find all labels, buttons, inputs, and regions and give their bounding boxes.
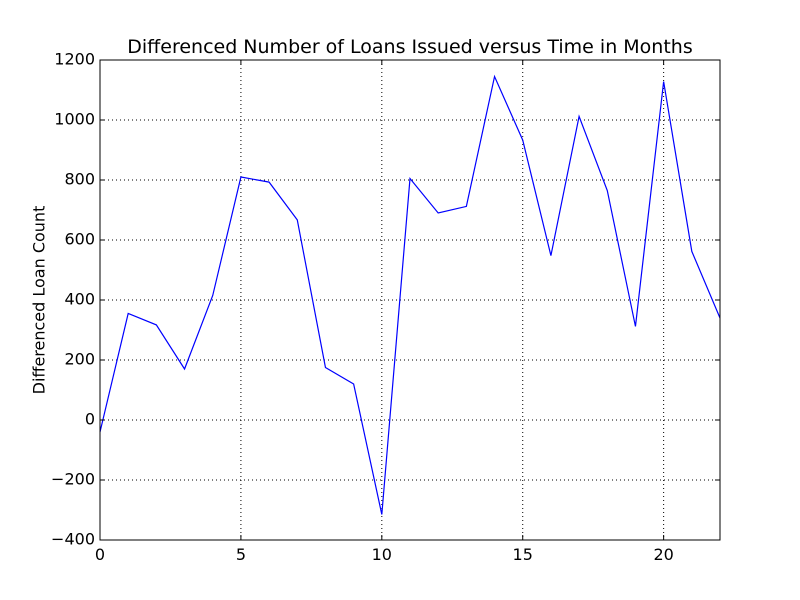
series-line	[99, 74, 721, 515]
x-tick-label: 10	[372, 545, 392, 564]
plot-series	[99, 74, 721, 515]
y-tick-label: 600	[64, 230, 95, 249]
y-tick-label: 1000	[54, 110, 95, 129]
grid	[99, 59, 720, 541]
x-tick-label: 20	[653, 545, 673, 564]
y-axis-tick-labels: −400 −200 0 200 400 600 800 1000 1200	[51, 50, 95, 549]
y-tick-label: 400	[64, 290, 95, 309]
y-tick-label: 200	[64, 350, 95, 369]
x-axis-tick-labels: 0 5 10 15 20	[95, 545, 674, 564]
y-tick-label: −400	[51, 530, 95, 549]
x-tick-label: 15	[513, 545, 533, 564]
y-axis-label: Differenced Loan Count	[30, 206, 49, 395]
chart-title: Differenced Number of Loans Issued versu…	[127, 36, 692, 58]
x-tick-label: 5	[236, 545, 246, 564]
y-tick-label: −200	[51, 470, 95, 489]
x-tick-label: 0	[95, 545, 105, 564]
y-tick-label: 1200	[54, 50, 95, 69]
plot-frame	[99, 59, 721, 541]
y-tick-label: 800	[64, 170, 95, 189]
y-tick-label: 0	[85, 410, 95, 429]
